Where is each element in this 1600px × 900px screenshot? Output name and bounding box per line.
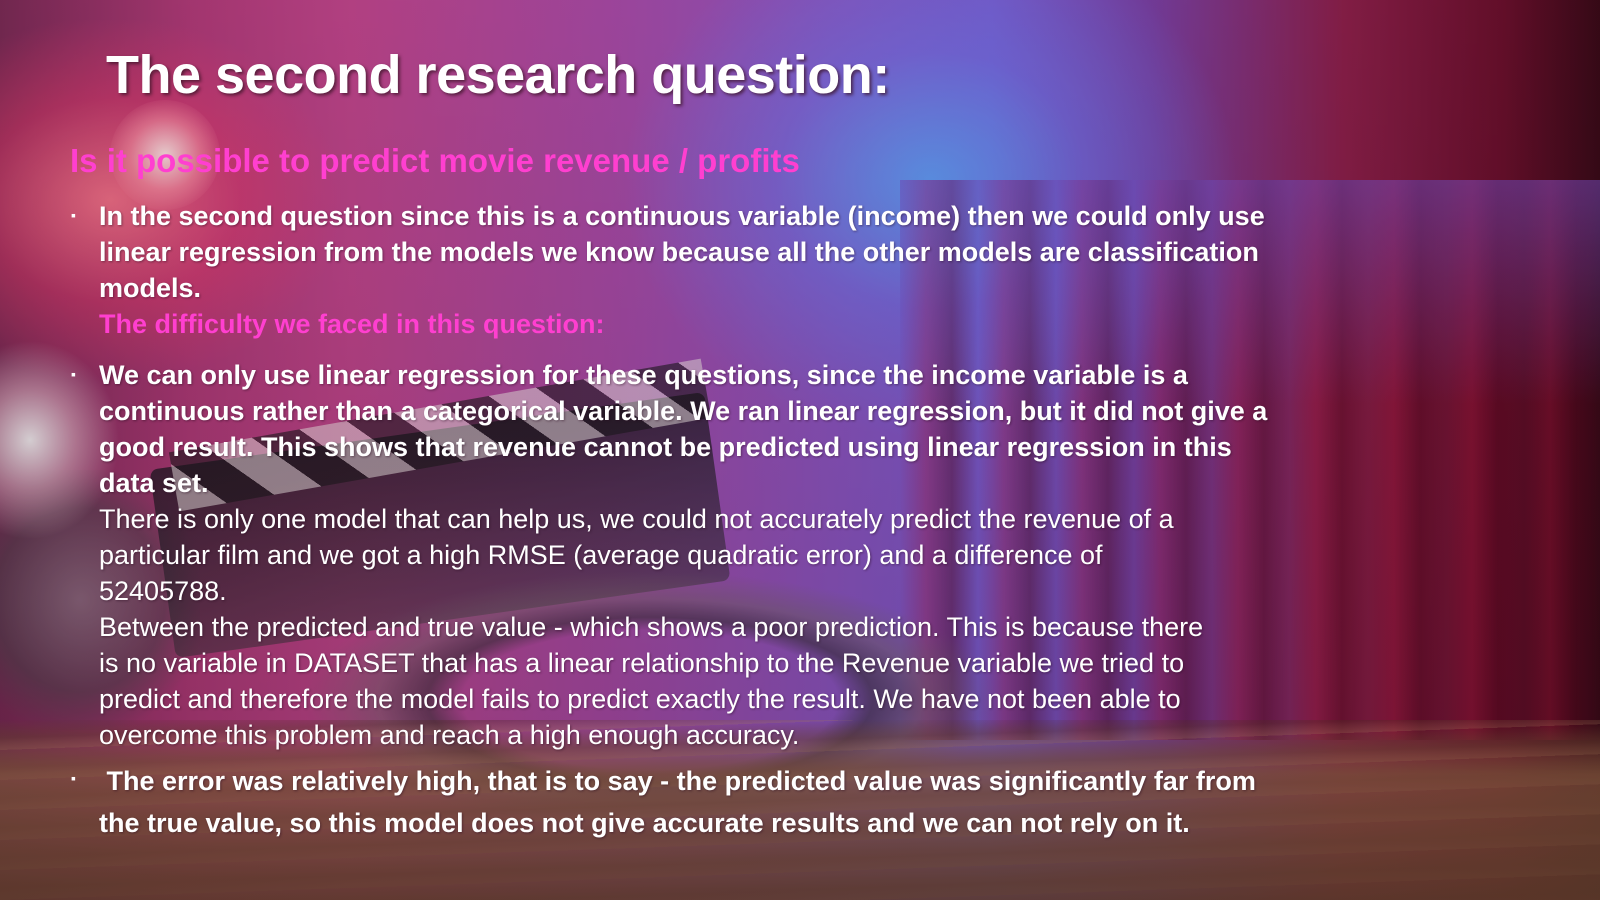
paragraph-line: In the second question since this is a c… [99, 201, 1265, 231]
background-wooden-floor [0, 720, 1600, 900]
paragraph-line: data set. [99, 468, 209, 498]
paragraph-line: There is only one model that can help us… [99, 504, 1174, 534]
paragraph-line: models. [99, 273, 202, 303]
background-curtain-fade [900, 180, 1600, 740]
paragraph-line: particular film and we got a high RMSE (… [99, 540, 1103, 570]
paragraph-line: good result. This shows that revenue can… [99, 432, 1232, 462]
paragraph-line: is no variable in DATASET that has a lin… [99, 648, 1185, 678]
bullet-paragraph-2: We can only use linear regression for th… [99, 357, 1369, 753]
paragraph-line: continuous rather than a categorical var… [99, 396, 1268, 426]
paragraph-line: We can only use linear regression for th… [99, 360, 1188, 390]
bullet-paragraph-3: The error was relatively high, that is t… [99, 760, 1369, 844]
bullet-icon: ▪ [71, 366, 76, 382]
background-spotlight [110, 100, 220, 210]
slide-title: The second research question: [106, 45, 890, 105]
paragraph-line: the true value, so this model does not g… [99, 808, 1190, 838]
paragraph-line: The error was relatively high, that is t… [99, 766, 1256, 796]
paragraph-line: overcome this problem and reach a high e… [99, 720, 800, 750]
paragraph-line: 52405788. [99, 576, 227, 606]
bullet-icon: ▪ [71, 207, 76, 223]
bullet-paragraph-1: In the second question since this is a c… [99, 198, 1369, 342]
paragraph-line: predict and therefore the model fails to… [99, 684, 1181, 714]
bullet-icon: ▪ [71, 770, 76, 786]
difficulty-heading: The difficulty we faced in this question… [99, 309, 605, 339]
paragraph-line: Between the predicted and true value - w… [99, 612, 1204, 642]
paragraph-line: linear regression from the models we kno… [99, 237, 1259, 267]
slide-subtitle: Is it possible to predict movie revenue … [70, 142, 800, 179]
background-white-glow [0, 340, 120, 540]
